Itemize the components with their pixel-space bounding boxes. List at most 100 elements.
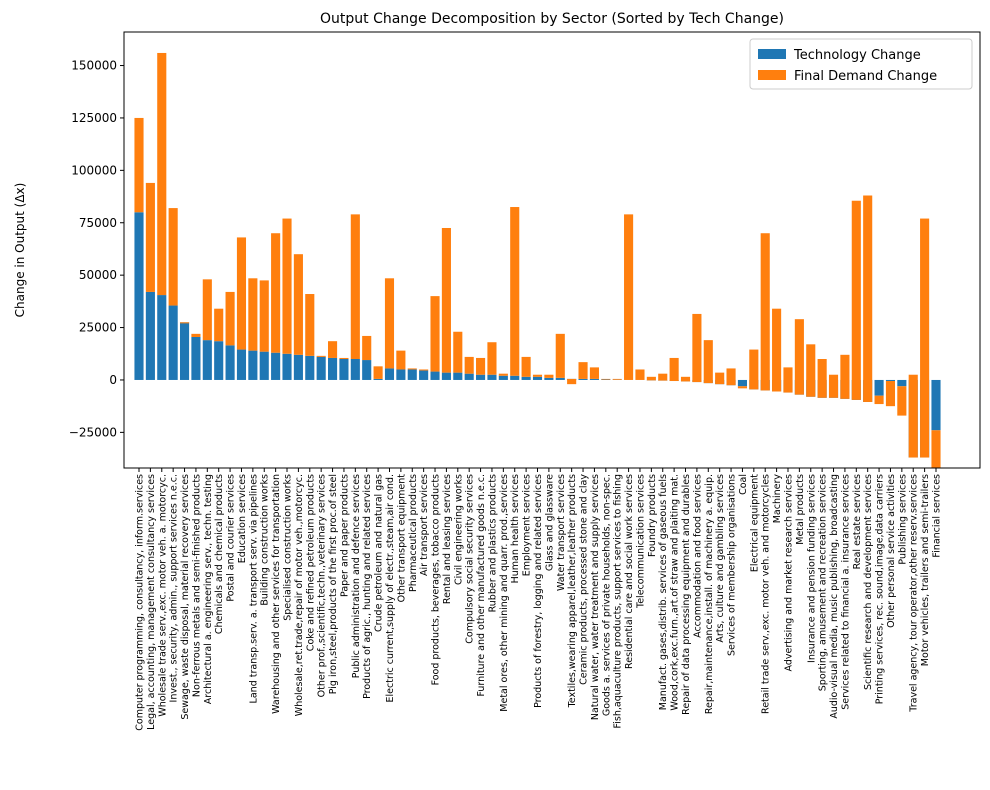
- bar-final-demand: [828, 374, 839, 398]
- x-tick-label: Accommodation and food services: [692, 474, 703, 638]
- bar-final-demand: [521, 356, 531, 377]
- bar-technology: [373, 378, 383, 380]
- bar-technology: [874, 379, 884, 396]
- bar-final-demand: [669, 357, 679, 382]
- bar-technology: [339, 359, 349, 380]
- bar-final-demand: [908, 374, 918, 458]
- bar-technology: [487, 374, 497, 380]
- bar-technology: [578, 378, 588, 380]
- bar-final-demand: [202, 279, 212, 341]
- x-tick-label: Water transport services: [556, 474, 567, 591]
- bar-final-demand: [646, 376, 656, 381]
- x-tick-label: Metal ores, other mining and quarr. prod…: [499, 474, 510, 712]
- bar-final-demand: [168, 208, 178, 306]
- x-tick-label: Sporting, amusement and recreation servi…: [818, 474, 829, 691]
- bar-technology: [407, 369, 417, 380]
- x-tick-label: Land transp.serv. a. transport serv. via…: [248, 474, 259, 703]
- bar-technology: [350, 359, 360, 380]
- bar-technology: [248, 350, 258, 380]
- x-tick-label: Products of agric., hunting and related …: [362, 474, 373, 699]
- x-tick-label: Scientific research and development serv…: [863, 474, 874, 690]
- x-tick-label: Wholesale trade serv.,exc. motor veh. a.…: [157, 474, 168, 717]
- y-tick-label: −25000: [69, 425, 117, 439]
- bar-final-demand: [885, 381, 896, 407]
- bar-technology: [293, 354, 303, 380]
- bar-technology: [544, 377, 554, 380]
- x-tick-label: Real estate services: [852, 474, 863, 569]
- bar-final-demand: [430, 296, 440, 372]
- bar-final-demand: [134, 117, 144, 213]
- x-tick-label: Chemicals and chemical products: [214, 474, 225, 634]
- bar-final-demand: [453, 331, 463, 373]
- x-tick-label: Rental and leasing services: [442, 474, 453, 604]
- x-tick-label: Food products, beverages, tobacco produc…: [431, 474, 442, 685]
- bar-technology: [362, 360, 372, 380]
- bar-final-demand: [225, 291, 235, 346]
- x-tick-label: Printing services, rec. sound,image,data…: [875, 474, 886, 704]
- bar-final-demand: [874, 395, 884, 405]
- x-tick-label: Insurance and pension funding services: [806, 474, 817, 663]
- bar-technology: [305, 355, 315, 380]
- bar-final-demand: [316, 355, 326, 357]
- bar-final-demand: [191, 333, 201, 337]
- chart-title: Output Change Decomposition by Sector (S…: [320, 11, 784, 27]
- bar-final-demand: [635, 369, 645, 380]
- y-tick-label: 25000: [79, 321, 117, 335]
- bar-final-demand: [612, 378, 622, 380]
- bar-technology: [202, 340, 212, 380]
- bar-technology: [430, 371, 440, 380]
- bar-technology: [328, 357, 338, 380]
- bar-final-demand: [783, 367, 793, 393]
- x-tick-label: Goods a. services of private households,…: [601, 474, 612, 716]
- x-tick-label: Building construction works: [260, 474, 271, 606]
- bar-technology: [419, 370, 429, 380]
- x-tick-label: Audio-visual media, music publishing, br…: [829, 474, 840, 719]
- bar-technology: [179, 322, 190, 380]
- bar-technology: [271, 352, 281, 380]
- bar-technology: [134, 212, 144, 380]
- x-tick-label: Textiles,wearing apparel,leather,leather…: [567, 474, 578, 708]
- legend-swatch: [758, 49, 786, 59]
- bar-final-demand: [362, 335, 372, 361]
- x-tick-label: Residential care and social work service…: [624, 474, 635, 669]
- x-tick-label: Air transport services: [419, 474, 430, 576]
- x-tick-label: Non-ferrous metals and semi-finished pro…: [191, 474, 202, 697]
- x-tick-label: Warehousing and other services for trans…: [271, 474, 282, 714]
- bar-final-demand: [305, 294, 315, 356]
- bar-final-demand: [282, 218, 292, 354]
- bar-final-demand: [293, 254, 303, 355]
- bar-technology: [225, 345, 235, 380]
- bar-final-demand: [407, 368, 417, 370]
- x-tick-label: Telecommunication services: [635, 474, 646, 609]
- plot-area: [134, 52, 941, 468]
- x-tick-label: Repair,maintenance,install. of machinery…: [704, 474, 715, 714]
- bar-final-demand: [931, 430, 941, 468]
- bar-final-demand: [464, 356, 474, 374]
- y-tick-label: 75000: [79, 216, 117, 230]
- x-tick-label: Crude petroleum and natural gas: [374, 474, 385, 632]
- x-tick-label: Advertising and market research services: [783, 474, 794, 672]
- bar-final-demand: [658, 373, 668, 381]
- bar-final-demand: [179, 322, 190, 324]
- y-tick-label: 100000: [71, 163, 117, 177]
- bar-technology: [384, 368, 395, 380]
- bar-final-demand: [532, 374, 543, 377]
- bar-final-demand: [772, 308, 782, 392]
- bar-technology: [157, 295, 167, 380]
- x-tick-label: Repair of data processing equipment and …: [681, 474, 692, 715]
- x-tick-label: Foundry products: [647, 474, 658, 557]
- bar-final-demand: [715, 372, 725, 385]
- x-tick-label: Services related to financial a. insuran…: [840, 474, 851, 710]
- y-tick-label: 50000: [79, 268, 117, 282]
- bar-technology: [453, 372, 463, 380]
- bar-final-demand: [544, 374, 554, 378]
- x-tick-label: Furniture and other manufactured goods n…: [476, 474, 487, 697]
- bar-technology: [259, 351, 269, 380]
- bar-final-demand: [384, 278, 395, 369]
- bar-final-demand: [737, 386, 747, 389]
- x-tick-label: Architectural a. engineering serv., tech…: [203, 474, 214, 704]
- bar-final-demand: [624, 214, 634, 380]
- bar-final-demand: [567, 378, 577, 385]
- x-tick-label: Manufact. gases,distrib. services of gas…: [658, 474, 669, 710]
